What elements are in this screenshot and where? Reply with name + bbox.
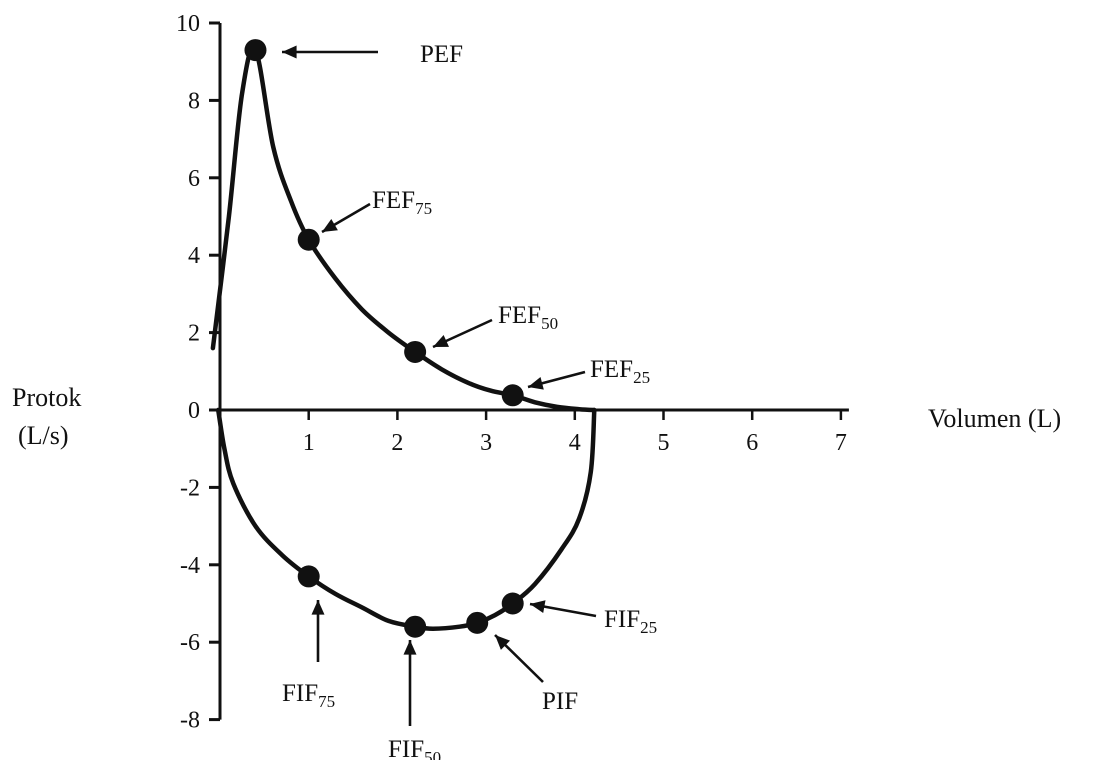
axes bbox=[209, 21, 849, 722]
y-tick-label-4: 4 bbox=[188, 243, 200, 269]
tick-labels: 10 8 6 4 2 0 -2 -4 -6 -8 1 2 3 4 5 6 7 bbox=[176, 11, 847, 734]
arrowhead-PIF bbox=[495, 635, 510, 650]
label-FEF75-sub: 75 bbox=[415, 199, 432, 218]
label-FIF25: FIF25 bbox=[604, 606, 657, 637]
marker-FEF75 bbox=[297, 228, 320, 251]
x-tick-label-1: 1 bbox=[303, 430, 315, 456]
label-FIF25-main: FIF bbox=[604, 606, 640, 633]
y-tick-label-10: 10 bbox=[176, 11, 200, 37]
marker-FIF75 bbox=[297, 565, 320, 588]
y-axis-title-line1: Protok bbox=[12, 383, 81, 412]
y-axis-title-line2: (L/s) bbox=[18, 421, 69, 450]
marker-PIF bbox=[466, 611, 489, 634]
label-FIF50-main: FIF bbox=[388, 736, 424, 760]
label-PIF-main: PIF bbox=[542, 688, 578, 715]
x-axis-title: Volumen (L) bbox=[928, 404, 1061, 433]
label-FEF25: FEF25 bbox=[590, 356, 650, 387]
arrowhead-FIF25 bbox=[530, 600, 546, 613]
label-FIF50: FIF50 bbox=[388, 736, 441, 760]
point-markers bbox=[244, 39, 524, 638]
label-FEF50-main: FEF bbox=[498, 302, 541, 329]
arrowhead-FIF75 bbox=[311, 600, 325, 615]
y-tick-label--4: -4 bbox=[180, 553, 200, 579]
marker-PEF bbox=[244, 39, 267, 62]
x-tick-label-4: 4 bbox=[569, 430, 581, 456]
y-tick-label-2: 2 bbox=[188, 321, 200, 347]
x-tick-label-3: 3 bbox=[480, 430, 492, 456]
curves bbox=[210, 45, 597, 631]
label-FEF50: FEF50 bbox=[498, 302, 558, 333]
marker-FIF25 bbox=[501, 592, 524, 615]
label-FIF75-sub: 75 bbox=[318, 692, 335, 711]
label-FEF75-main: FEF bbox=[372, 187, 415, 214]
curve-expiration bbox=[210, 45, 597, 413]
label-FIF75: FIF75 bbox=[282, 680, 335, 711]
y-tick-label-8: 8 bbox=[188, 88, 200, 114]
label-FEF75: FEF75 bbox=[372, 187, 432, 218]
marker-FEF50 bbox=[404, 340, 427, 363]
label-FIF50-sub: 50 bbox=[424, 748, 441, 760]
label-PIF: PIF bbox=[542, 688, 578, 715]
label-FEF25-sub: 25 bbox=[633, 368, 650, 387]
arrowhead-PEF bbox=[282, 45, 297, 59]
marker-FEF25 bbox=[501, 384, 524, 407]
marker-FIF50 bbox=[404, 615, 427, 638]
arrowhead-FEF75 bbox=[322, 219, 338, 232]
arrowhead-FIF50 bbox=[403, 640, 417, 655]
y-tick-label-6: 6 bbox=[188, 166, 200, 192]
label-FIF75-main: FIF bbox=[282, 680, 318, 707]
x-tick-label-5: 5 bbox=[658, 430, 670, 456]
y-tick-label--8: -8 bbox=[180, 708, 200, 734]
y-tick-label--2: -2 bbox=[180, 475, 200, 501]
curve-inspiration bbox=[215, 407, 597, 631]
label-FEF25-main: FEF bbox=[590, 356, 633, 383]
label-FIF25-sub: 25 bbox=[640, 618, 657, 637]
arrowhead-FEF25 bbox=[528, 377, 544, 390]
label-PEF: PEF bbox=[420, 41, 463, 68]
x-tick-label-7: 7 bbox=[835, 430, 847, 456]
x-tick-label-6: 6 bbox=[746, 430, 758, 456]
label-PEF-main: PEF bbox=[420, 41, 463, 68]
label-FEF50-sub: 50 bbox=[541, 314, 558, 333]
x-tick-label-2: 2 bbox=[391, 430, 403, 456]
y-tick-label-0: 0 bbox=[188, 398, 200, 424]
arrowhead-FEF50 bbox=[433, 335, 449, 347]
y-tick-label--6: -6 bbox=[180, 630, 200, 656]
